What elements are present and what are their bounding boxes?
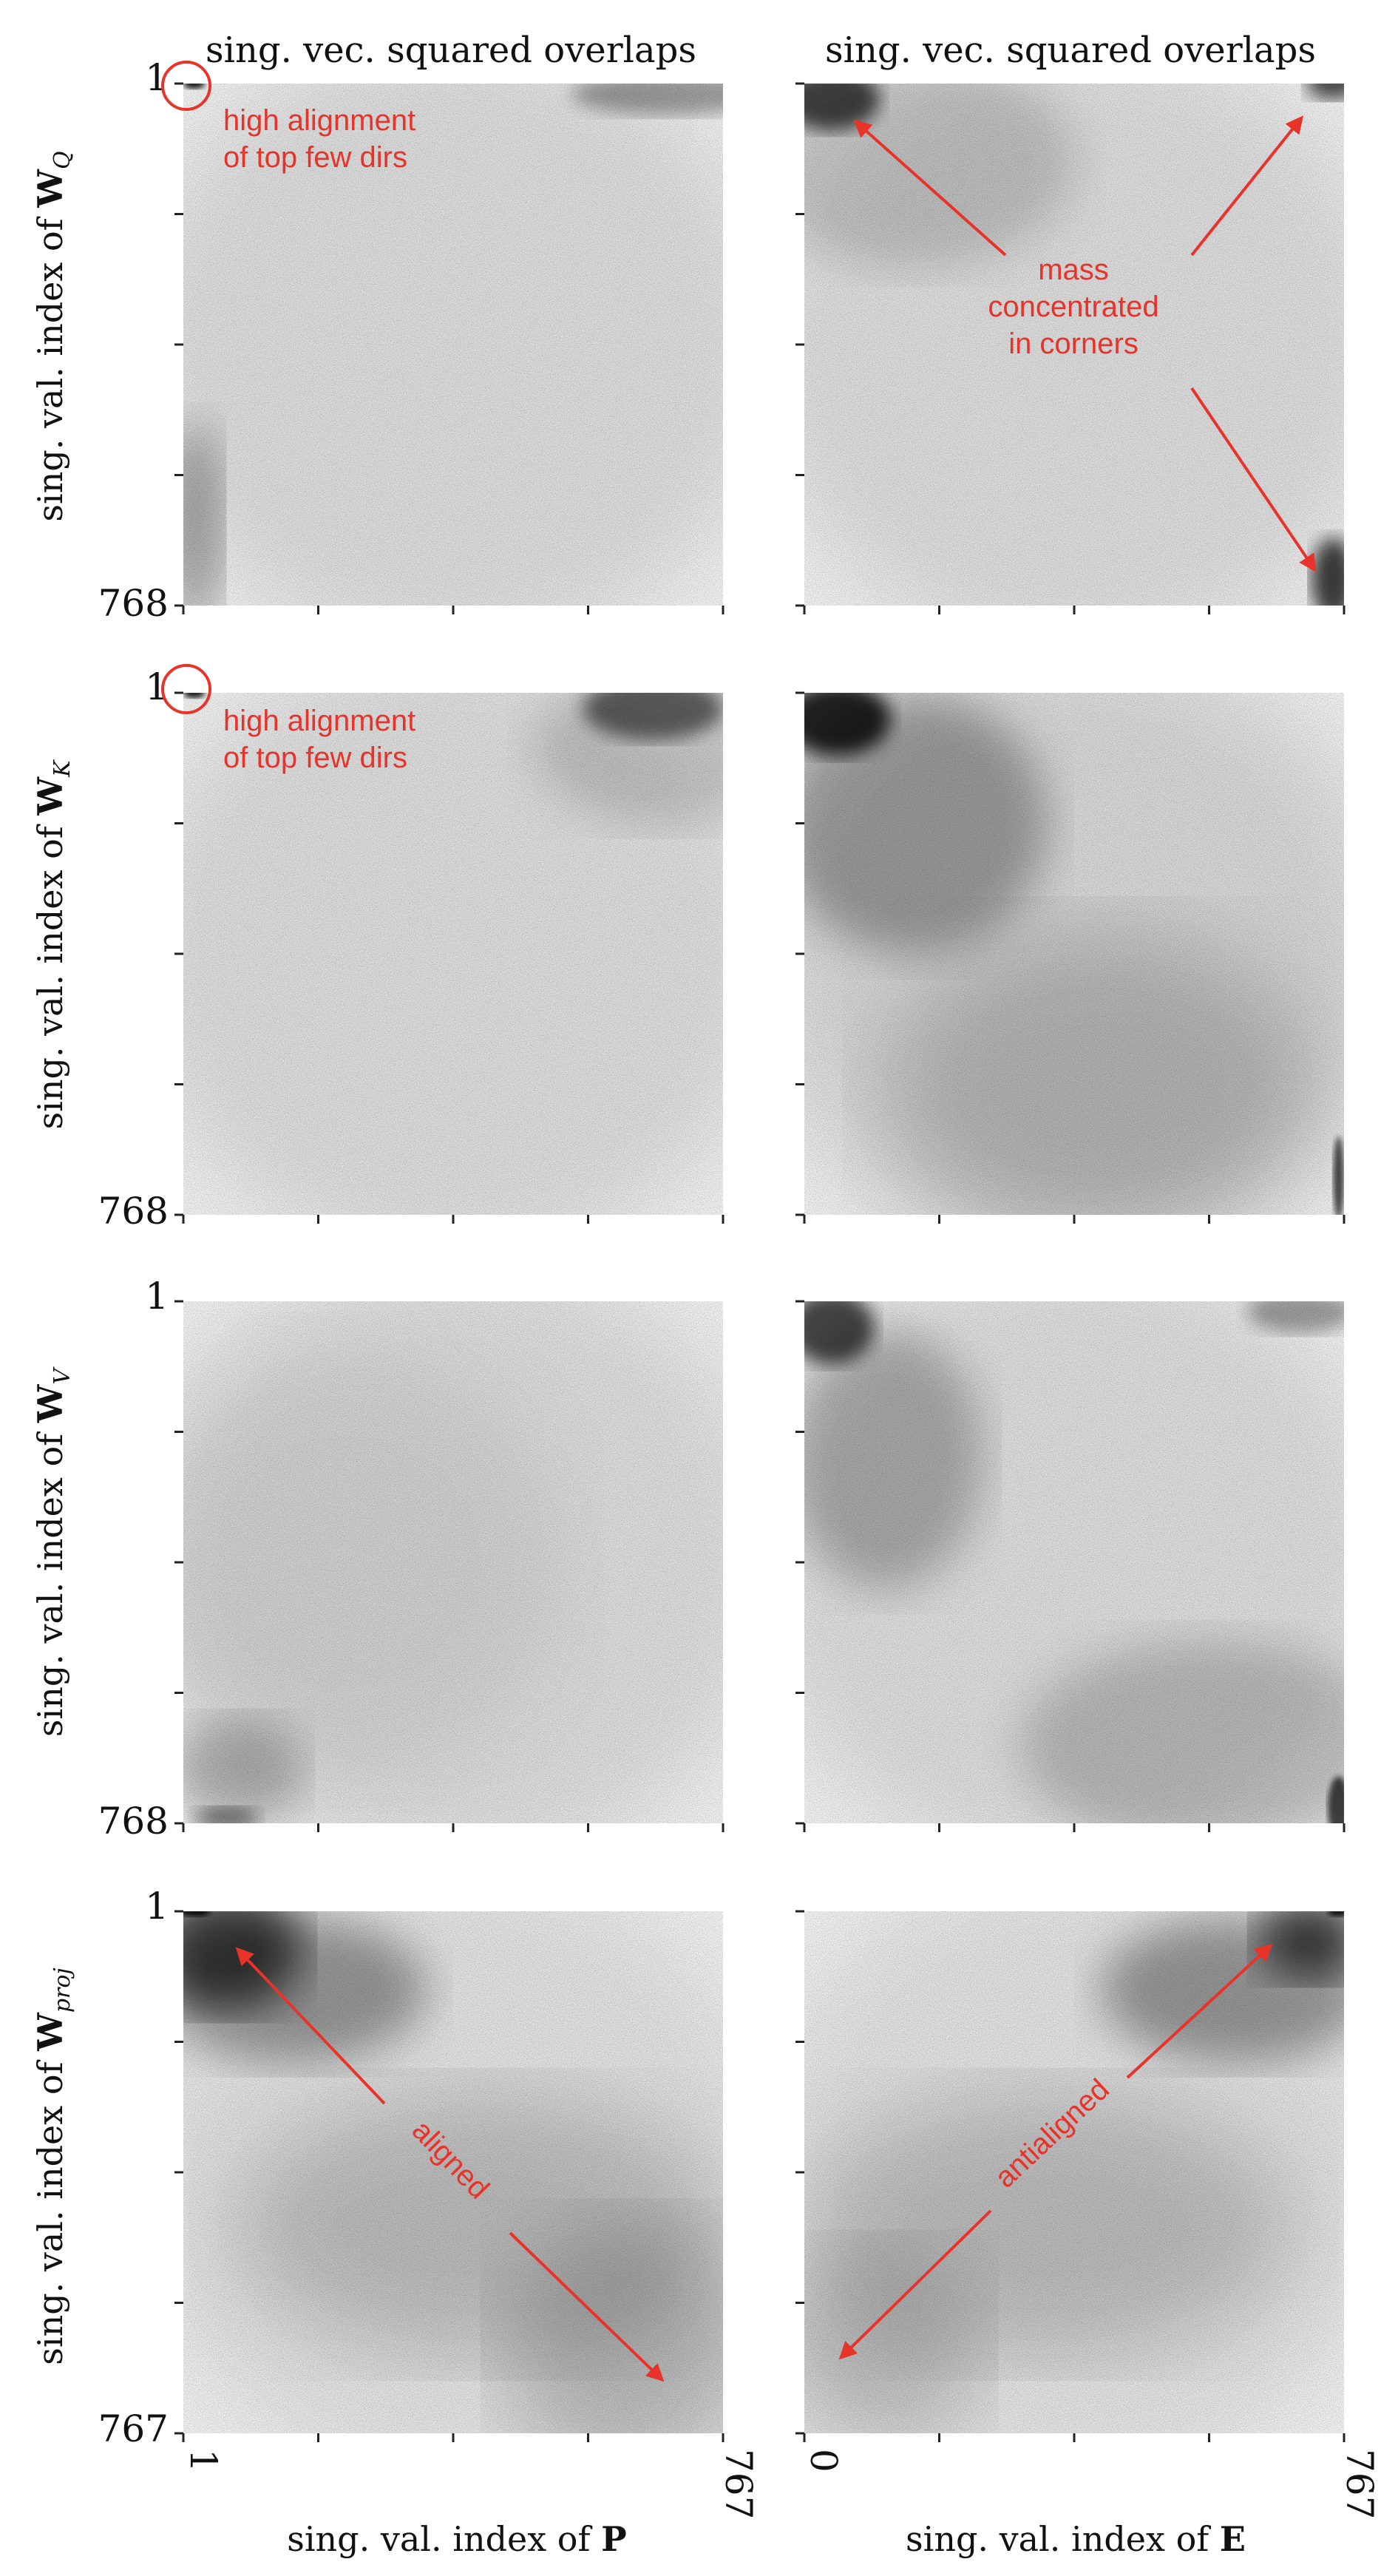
- heatmap-panel-W_V-P: [174, 1300, 725, 1832]
- axis-ticks: [174, 82, 725, 614]
- annotation-mass-corners: mass concentrated in corners: [853, 115, 1317, 572]
- anno-mass-line2: concentrated: [988, 291, 1158, 323]
- arrow-antialigned-up: [1126, 1943, 1273, 2079]
- heatmap-panel-W_Q-E: [795, 82, 1346, 614]
- ylabel-wproj: sing. val. index of Wproj: [30, 1967, 75, 2365]
- arrow-antialigned-down: [838, 2209, 992, 2360]
- x-tick-left-max: 767: [717, 2449, 760, 2519]
- x-tick-left-min: 1: [182, 2449, 225, 2472]
- xlabel-e: sing. val. index of E: [906, 2519, 1246, 2559]
- arrow-top-right: [1190, 115, 1303, 257]
- axis-ticks: [795, 1300, 1346, 1832]
- ylabel-wv: sing. val. index of WV: [30, 1366, 75, 1738]
- anno-q-line1: high alignment: [223, 104, 415, 137]
- ylabel-wq: sing. val. index of WQ: [30, 151, 75, 521]
- axis-ticks: [795, 1910, 1346, 2442]
- anno-k-line1: high alignment: [223, 705, 415, 737]
- x-tick-right-max: 767: [1338, 2449, 1381, 2519]
- axis-ticks: [174, 1300, 725, 1832]
- annotation-high-alignment-k: high alignment of top few dirs: [161, 664, 415, 774]
- y-tick-bottom-row4: 767: [98, 2407, 169, 2450]
- arrow-bottom-right: [1190, 387, 1317, 572]
- heatmap-panel-W_Q-P: [174, 82, 725, 614]
- arrow-aligned-up: [235, 1947, 386, 2105]
- y-tick-top-row3: 1: [145, 1275, 169, 1318]
- heatmap-panel-W_V-E: [795, 1300, 1346, 1832]
- y-tick-labels: 1 768 1 768 1 768 1 767: [98, 56, 169, 2450]
- column-title-right: sing. vec. squared overlaps: [825, 30, 1316, 71]
- axis-ticks: [795, 82, 1346, 614]
- x-tick-right-min: 0: [802, 2449, 845, 2472]
- highlight-circle-q: [161, 61, 211, 111]
- anno-mass-line1: mass: [1038, 254, 1109, 286]
- arrow-aligned-down: [509, 2231, 665, 2382]
- y-tick-bottom-row3: 768: [98, 1800, 169, 1843]
- y-tick-bottom-row2: 768: [98, 1190, 169, 1233]
- arrow-top-left: [853, 119, 1007, 257]
- heatmap-panel-W_K-E: [795, 691, 1346, 1224]
- y-tick-top-row4: 1: [145, 1885, 169, 1928]
- xlabel-p: sing. val. index of P: [287, 2519, 627, 2559]
- axis-ticks: [795, 691, 1346, 1224]
- ylabel-wk: sing. val. index of WK: [30, 759, 75, 1130]
- column-title-left: sing. vec. squared overlaps: [206, 30, 696, 71]
- annotation-high-alignment-q: high alignment of top few dirs: [161, 61, 415, 174]
- heatmap-panel-W_proj-E: [795, 1910, 1346, 2442]
- axis-ticks: [174, 691, 725, 1224]
- anno-k-line2: of top few dirs: [223, 742, 407, 774]
- heatmap-panel-W_proj-P: [174, 1910, 725, 2442]
- anno-mass-line3: in corners: [1008, 328, 1139, 360]
- heatmap-panel-W_K-P: [174, 691, 725, 1224]
- y-tick-bottom-row1: 768: [98, 582, 169, 625]
- anno-q-line2: of top few dirs: [223, 141, 407, 174]
- highlight-circle-k: [161, 664, 211, 714]
- axis-ticks: [174, 1910, 725, 2442]
- heatmap-panels: [174, 82, 1346, 2442]
